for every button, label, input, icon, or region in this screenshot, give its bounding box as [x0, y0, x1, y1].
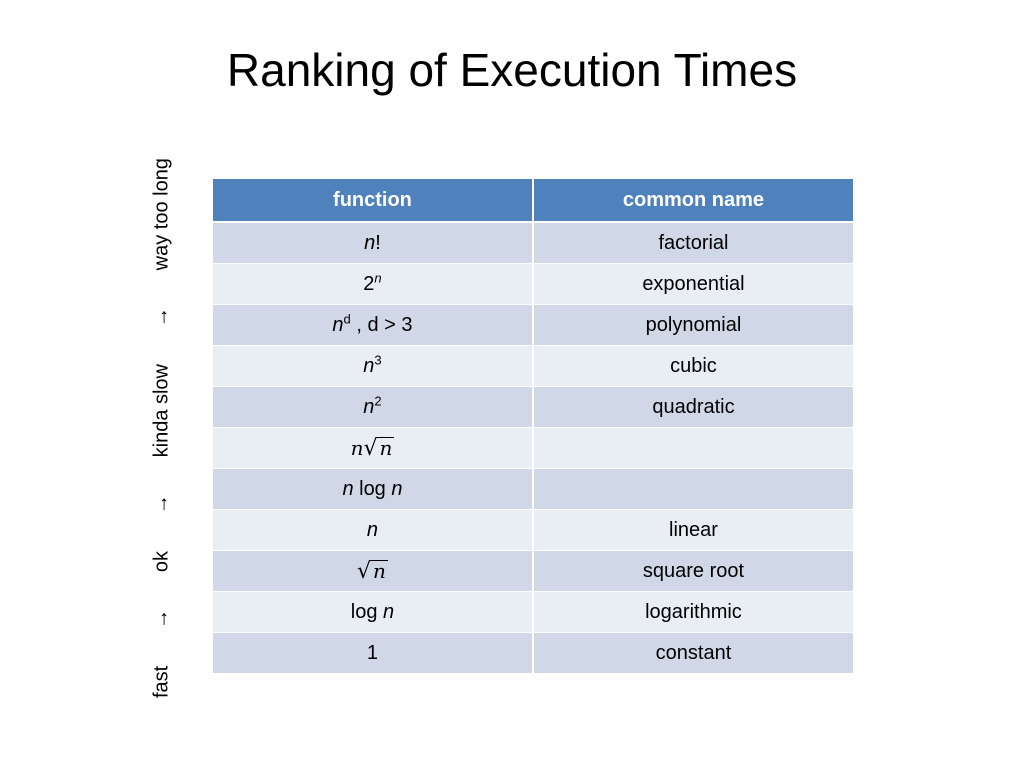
- common-name-cell: [531, 468, 853, 510]
- function-cell: log n: [213, 591, 533, 633]
- function-base: n: [332, 313, 344, 336]
- table-row: log n logarithmic: [213, 591, 853, 633]
- function-exponent: 2: [374, 392, 382, 408]
- speed-label-fast: fast: [150, 665, 173, 698]
- function-rest: !: [375, 231, 381, 254]
- table-header-row: function common name: [213, 179, 853, 223]
- function-cell: n3: [213, 345, 533, 387]
- arrow-right-icon: →: [150, 494, 173, 515]
- square-root-symbol: √ n: [357, 559, 388, 584]
- common-name-cell: polynomial: [531, 304, 853, 346]
- radical-sign: √: [357, 558, 372, 584]
- function-base: 2: [363, 272, 375, 295]
- common-name-cell: square root: [531, 550, 853, 592]
- table-row: 2n exponential: [213, 263, 853, 305]
- function-base: n: [366, 518, 379, 541]
- arrow-right-icon: →: [150, 608, 173, 629]
- function-cell: n!: [213, 221, 533, 264]
- table-row: n log n: [213, 468, 853, 510]
- table-row: n linear: [213, 509, 853, 551]
- function-cell: n: [213, 509, 533, 551]
- function-log: log: [350, 600, 384, 623]
- table-row: n3 cubic: [213, 345, 853, 387]
- function-cell: n log n: [213, 468, 533, 510]
- execution-times-table: function common name n! factorial 2n exp…: [213, 179, 853, 674]
- table-row: √ n square root: [213, 550, 853, 592]
- speed-label-way-too-long: way too long: [150, 158, 173, 271]
- function-rest: , d > 3: [350, 313, 413, 336]
- function-cell: 2n: [213, 263, 533, 305]
- arrow-right-icon: →: [150, 307, 173, 328]
- function-exponent: d: [343, 310, 351, 326]
- speed-label-ok: ok: [150, 551, 173, 573]
- common-name-cell: logarithmic: [531, 591, 853, 633]
- common-name-cell: linear: [531, 509, 853, 551]
- table-row: n2 quadratic: [213, 386, 853, 428]
- function-base: n: [364, 231, 376, 254]
- common-name-cell: [531, 427, 853, 469]
- function-base: n: [350, 435, 364, 460]
- function-var-a: n: [342, 477, 354, 500]
- function-cell: n2: [213, 386, 533, 428]
- function-cell: √ n: [213, 550, 533, 592]
- function-log: log: [353, 477, 392, 500]
- common-name-cell: exponential: [531, 263, 853, 305]
- speed-label-kinda-slow: kinda slow: [150, 363, 173, 458]
- common-name-cell: constant: [531, 632, 853, 674]
- header-common-name: common name: [531, 179, 853, 223]
- radicand: n: [371, 558, 388, 583]
- header-function: function: [213, 179, 533, 223]
- function-cell: nd , d > 3: [213, 304, 533, 346]
- function-exponent: 3: [374, 351, 382, 367]
- function-base: n: [363, 354, 375, 377]
- table-row: n√ n: [213, 427, 853, 469]
- common-name-cell: factorial: [531, 221, 853, 264]
- radical-sign: √: [363, 435, 378, 461]
- function-cell: n√ n: [213, 427, 533, 469]
- function-base: n: [363, 395, 375, 418]
- table-row: 1 constant: [213, 632, 853, 674]
- table-row: n! factorial: [213, 221, 853, 264]
- function-exponent: n: [374, 269, 382, 285]
- function-var-b: n: [383, 600, 395, 623]
- table-row: nd , d > 3 polynomial: [213, 304, 853, 346]
- common-name-cell: cubic: [531, 345, 853, 387]
- function-cell: 1: [213, 632, 533, 674]
- radicand: n: [377, 435, 395, 460]
- square-root-symbol: √ n: [363, 435, 395, 461]
- slide-title: Ranking of Execution Times: [226, 44, 798, 96]
- function-var-b: n: [391, 477, 403, 500]
- common-name-cell: quadratic: [531, 386, 853, 428]
